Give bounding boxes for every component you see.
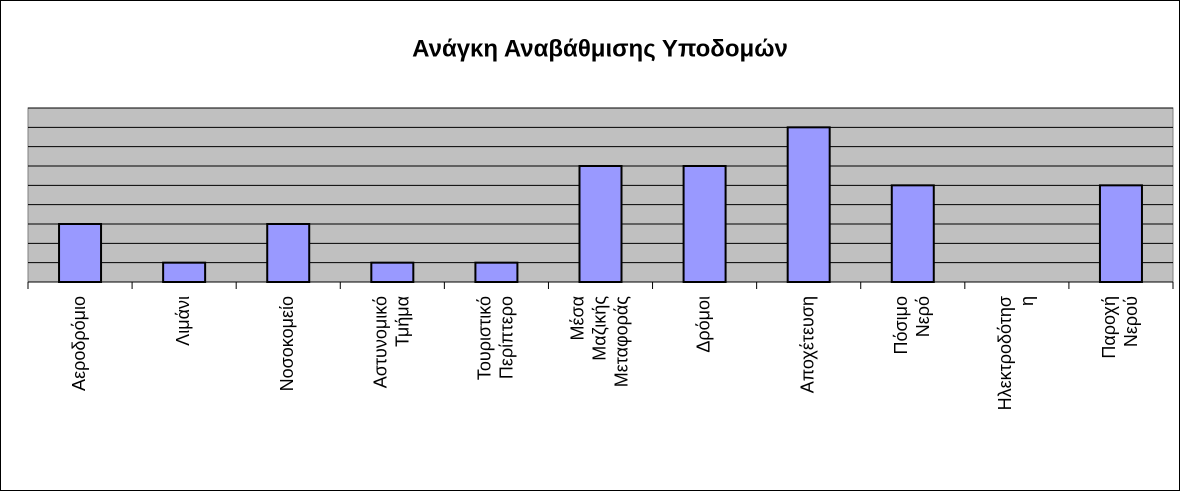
x-tick-label: Αστυνομικό Τμήμα	[370, 296, 412, 388]
bar	[370, 261, 415, 283]
bar	[578, 165, 623, 283]
x-tick-label-group: Αεροδρόμιο	[69, 296, 89, 391]
x-tick-label-group: Δρόμοι	[693, 296, 713, 353]
bar	[786, 126, 831, 284]
x-tick-label: Αεροδρόμιο	[69, 296, 89, 391]
x-tick-label-group: Νοσοκομείο	[277, 296, 297, 391]
bar	[266, 223, 311, 283]
x-tick-label-group: Ηλεκτροδότησ η	[995, 296, 1037, 410]
bar	[890, 184, 935, 283]
x-tick-label: Αποχέτευση	[797, 296, 817, 393]
bar	[162, 261, 207, 283]
bar	[474, 261, 519, 283]
x-tick-label-group: Μέσα Μαζικής Μεταφοράς	[567, 296, 631, 388]
x-tick-label-group: Λιμάνι	[173, 296, 193, 346]
x-tick-label: Δρόμοι	[693, 296, 713, 353]
x-tick-label-group: Πόσιμο Νερό	[891, 296, 933, 355]
x-tick-label: Λιμάνι	[173, 296, 193, 346]
x-tick-label-group: Αποχέτευση	[797, 296, 817, 393]
x-tick-label: Πόσιμο Νερό	[891, 296, 933, 355]
bar	[58, 223, 103, 283]
x-tick-label: Μέσα Μαζικής Μεταφοράς	[567, 296, 631, 388]
x-tick-label-group: Αστυνομικό Τμήμα	[370, 296, 412, 388]
x-tick-label: Νοσοκομείο	[277, 296, 297, 391]
x-tick-label: Ηλεκτροδότησ η	[995, 296, 1037, 410]
x-tick-label-group: Τουριστικό Περίπτερο	[474, 296, 516, 380]
bar	[1098, 184, 1143, 283]
x-tick-label: Τουριστικό Περίπτερο	[474, 296, 516, 380]
x-tick-label: Παροχή Νερού	[1099, 296, 1141, 359]
chart-title: Ανάγκη Αναβάθμισης Υποδομών	[412, 35, 788, 62]
bar	[682, 165, 727, 283]
x-tick-label-group: Παροχή Νερού	[1099, 296, 1141, 359]
